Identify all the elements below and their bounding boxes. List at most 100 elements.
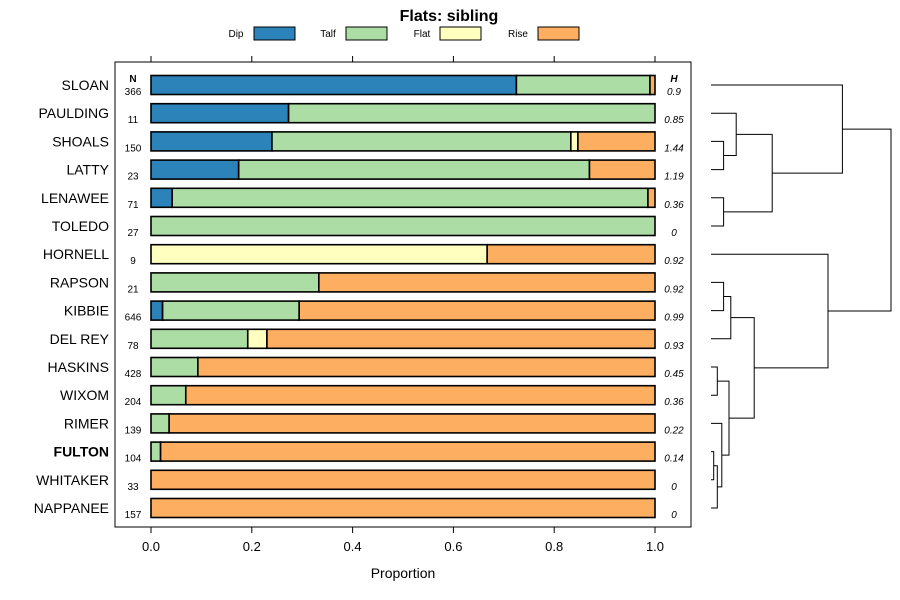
h-value-fulton: 0.14: [664, 454, 684, 465]
bar-segment-latty-rise: [588, 159, 656, 180]
dendrogram-link-12: [729, 317, 755, 419]
bar-segment-wixom-talf: [150, 384, 187, 406]
h-value-rapson: 0.92: [664, 284, 684, 295]
legend-swatch-flat: [439, 26, 482, 41]
row-label-rapson: RAPSON: [50, 274, 109, 290]
h-value-hornell: 0.92: [664, 256, 684, 267]
dendrogram-link-6: [711, 296, 732, 340]
n-value-latty: 23: [127, 172, 139, 183]
x-axis: 0.0 0.2 0.4 0.6 0.8 1.0: [142, 56, 664, 554]
bar-segment-kibbie-rise: [298, 300, 656, 321]
bar-segment-shoals-flat: [570, 131, 579, 152]
legend: Dip Talf Flat Rise: [228, 26, 580, 41]
h-value-rimer: 0.22: [664, 425, 684, 436]
n-value-del-rey: 78: [127, 341, 139, 352]
bars-layer: [150, 74, 656, 519]
row-label-toledo: TOLEDO: [52, 218, 109, 234]
dendrogram-link-5: [711, 281, 725, 312]
h-column-header: H: [670, 74, 678, 85]
x-tick-label-0: 0.0: [142, 539, 160, 554]
n-value-rapson: 21: [127, 284, 139, 295]
bar-segment-rapson-rise: [318, 272, 656, 293]
bar-segment-del-rey-rise: [266, 328, 656, 350]
row-label-hornell: HORNELL: [43, 246, 109, 262]
n-value-whitaker: 33: [127, 482, 139, 493]
bar-segment-fulton-talf: [150, 441, 162, 462]
row-label-nappanee: NAPPANEE: [34, 500, 109, 516]
bar-segment-del-rey-talf: [150, 328, 249, 350]
bar-segment-hornell-flat: [150, 243, 488, 265]
dendrogram-link-4: [711, 84, 843, 174]
n-value-nappanee: 157: [125, 510, 142, 521]
h-value-whitaker: 0: [671, 482, 677, 493]
bar-segment-rimer-rise: [168, 413, 656, 434]
h-value-del-rey: 0.93: [664, 341, 684, 352]
row-label-fulton: FULTON: [54, 444, 109, 460]
legend-label-rise: Rise: [508, 29, 528, 40]
legend-swatch-talf: [345, 26, 388, 41]
bar-segment-shoals-dip: [150, 131, 273, 152]
bar-segment-shoals-talf: [271, 131, 572, 152]
dendrogram-link-2: [711, 197, 725, 227]
dendrogram-link-9: [711, 422, 723, 488]
bar-segment-rimer-talf: [150, 413, 170, 434]
n-value-wixom: 204: [125, 397, 142, 408]
x-tick-label-2: 0.4: [344, 539, 362, 554]
bar-segment-latty-talf: [237, 159, 591, 180]
bar-segment-rapson-talf: [150, 272, 320, 293]
bar-segment-paulding-dip: [150, 102, 290, 124]
h-value-kibbie: 0.99: [664, 313, 684, 324]
bar-segment-wixom-rise: [184, 384, 656, 406]
row-label-wixom: WIXOM: [60, 387, 109, 403]
n-value-kibbie: 646: [125, 313, 142, 324]
row-label-kibbie: KIBBIE: [64, 303, 109, 319]
dendrogram-link-3: [723, 133, 773, 213]
bar-segment-del-rey-flat: [246, 328, 268, 350]
bar-segment-lenawee-rise: [647, 187, 656, 209]
bar-segment-lenawee-talf: [171, 187, 649, 209]
row-label-latty: LATTY: [66, 162, 109, 178]
dendrogram-link-7: [711, 451, 715, 481]
dendrogram: [711, 84, 892, 509]
n-value-shoals: 150: [125, 143, 142, 154]
n-value-paulding: 11: [128, 115, 139, 126]
bar-segment-lenawee-dip: [150, 187, 173, 209]
row-label-rimer: RIMER: [64, 415, 109, 431]
row-label-shoals: SHOALS: [52, 133, 109, 149]
legend-label-talf: Talf: [320, 29, 336, 40]
x-tick-label-1: 0.2: [243, 539, 261, 554]
dendrogram-link-10: [711, 366, 718, 396]
n-value-hornell: 9: [130, 256, 136, 267]
bar-segment-nappanee-rise: [150, 497, 656, 519]
h-value-shoals: 1.44: [664, 143, 684, 154]
h-value-paulding: 0.85: [664, 115, 684, 126]
n-value-haskins: 428: [125, 369, 142, 380]
row-label-del-rey: DEL REY: [50, 331, 110, 347]
row-label-whitaker: WHITAKER: [36, 472, 109, 488]
bar-segment-latty-dip: [150, 159, 240, 180]
h-value-lenawee: 0.36: [664, 200, 684, 211]
bar-segment-sloan-dip: [150, 74, 518, 96]
x-tick-label-5: 1.0: [646, 539, 664, 554]
row-label-paulding: PAULDING: [38, 105, 109, 121]
h-value-haskins: 0.45: [664, 369, 684, 380]
n-value-lenawee: 71: [127, 200, 139, 211]
bar-segment-shoals-rise: [577, 131, 656, 152]
bar-segment-haskins-talf: [150, 356, 199, 378]
h-value-sloan: 0.9: [667, 87, 681, 98]
bar-segment-toledo-talf: [150, 215, 656, 237]
legend-label-flat: Flat: [414, 29, 431, 40]
x-tick-label-3: 0.6: [444, 539, 462, 554]
dendrogram-link-11: [717, 380, 730, 456]
n-value-toledo: 27: [127, 228, 139, 239]
dendrogram-link-0: [711, 140, 725, 171]
h-value-nappanee: 0: [671, 510, 677, 521]
n-column-header: N: [129, 74, 136, 85]
x-axis-label: Proportion: [371, 565, 436, 581]
legend-swatch-rise: [537, 26, 580, 41]
legend-label-dip: Dip: [228, 29, 243, 40]
chart-title: Flats: sibling: [400, 8, 499, 25]
dendrogram-link-13: [711, 253, 829, 369]
dendrogram-link-14: [828, 128, 892, 312]
